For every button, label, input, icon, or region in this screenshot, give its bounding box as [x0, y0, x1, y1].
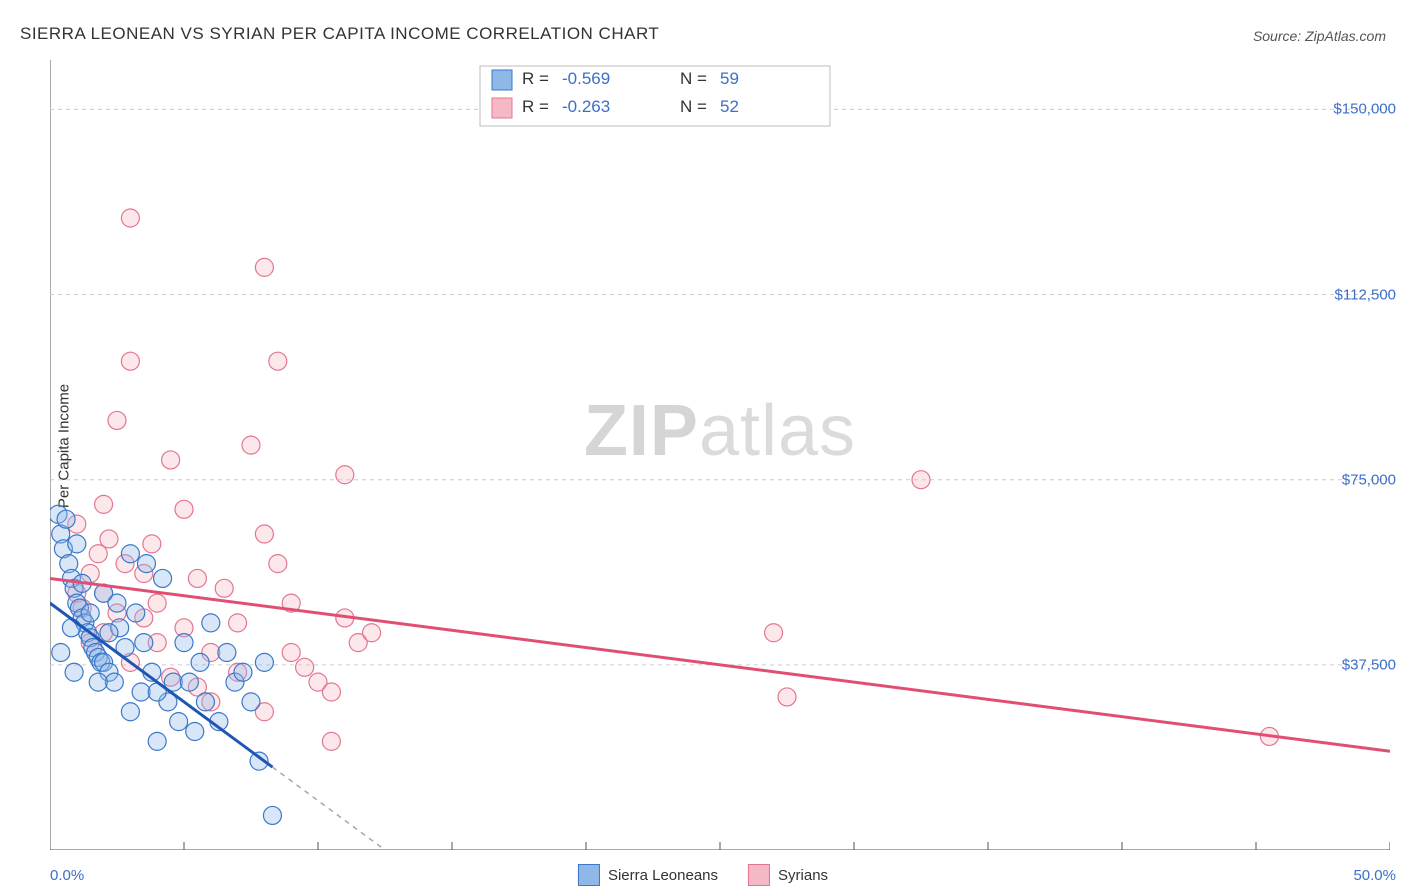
svg-text:R =: R = — [522, 69, 549, 88]
svg-text:-0.263: -0.263 — [562, 97, 610, 116]
plot-area: R =-0.569N =59R =-0.263N =52 ZIPatlas — [50, 60, 1390, 850]
svg-text:R =: R = — [522, 97, 549, 116]
chart-title: SIERRA LEONEAN VS SYRIAN PER CAPITA INCO… — [20, 24, 659, 44]
svg-text:N =: N = — [680, 69, 707, 88]
y-tick-label: $112,500 — [1335, 286, 1396, 303]
source-label: Source: ZipAtlas.com — [1253, 28, 1386, 44]
scatter-svg: R = -0.569 N = 59 R = -0.263 N = 52 — [50, 60, 1390, 850]
chart-container: SIERRA LEONEAN VS SYRIAN PER CAPITA INCO… — [0, 0, 1406, 892]
legend-item-sy: Syrians — [748, 864, 828, 886]
legend-swatch-sl — [578, 864, 600, 886]
y-tick-label: $75,000 — [1342, 471, 1396, 488]
svg-text:52: 52 — [720, 97, 739, 116]
bottom-legend: Sierra Leoneans Syrians — [578, 864, 828, 886]
svg-text:59: 59 — [720, 69, 739, 88]
svg-text:-0.569: -0.569 — [562, 69, 610, 88]
x-max-label: 50.0% — [1353, 867, 1396, 884]
legend-swatch-sy — [748, 864, 770, 886]
legend-label-sy: Syrians — [778, 867, 828, 884]
legend-label-sl: Sierra Leoneans — [608, 867, 718, 884]
y-tick-label: $37,500 — [1342, 656, 1396, 673]
y-tick-label: $150,000 — [1333, 101, 1396, 118]
svg-text:N =: N = — [680, 97, 707, 116]
x-min-label: 0.0% — [50, 867, 84, 884]
legend-item-sl: Sierra Leoneans — [578, 864, 718, 886]
